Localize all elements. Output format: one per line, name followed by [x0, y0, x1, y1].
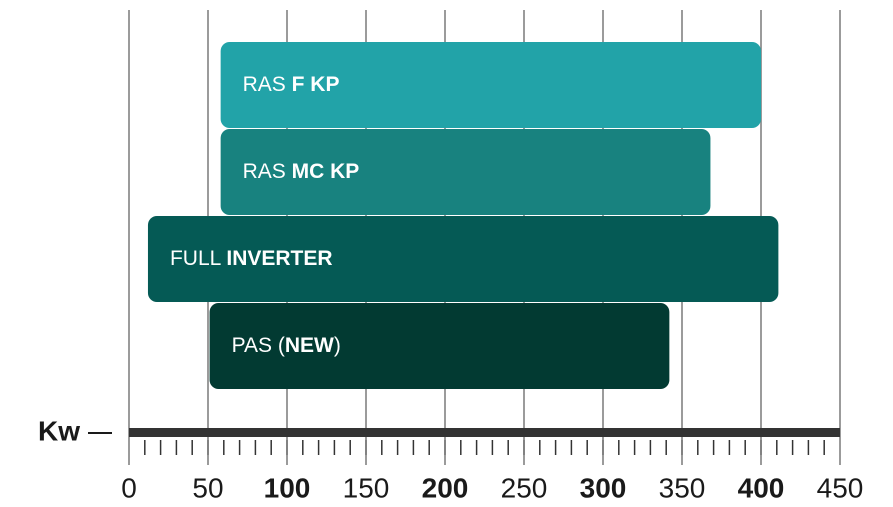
bar — [220, 42, 761, 128]
x-tick-label: 350 — [659, 472, 706, 503]
bar-label-part: INVERTER — [226, 247, 332, 270]
bar-label-part: NEW — [285, 334, 334, 357]
x-tick-label: 450 — [817, 472, 864, 503]
x-tick-label: 400 — [738, 472, 785, 503]
axis-bar — [129, 428, 840, 437]
x-tick-label: 200 — [422, 472, 469, 503]
x-tick-label: 50 — [192, 472, 223, 503]
bar — [209, 303, 670, 389]
x-tick-label: 250 — [501, 472, 548, 503]
x-tick-label: 150 — [343, 472, 390, 503]
bar-label: RAS F KP — [243, 73, 340, 96]
x-tick-label: 0 — [121, 472, 137, 503]
x-tick-label: 100 — [264, 472, 311, 503]
bar-label-part: MC KP — [292, 160, 360, 183]
bar-label-part: F KP — [292, 73, 340, 96]
bar-label: RAS MC KP — [243, 160, 360, 183]
bar-label: PAS (NEW) — [232, 334, 341, 357]
axis-label: Kw — [38, 415, 80, 446]
bar-label-part: RAS — [243, 73, 292, 96]
bar-label-part: FULL — [170, 247, 226, 270]
bar-label-part: PAS ( — [232, 334, 285, 357]
bar — [220, 129, 711, 215]
x-tick-label: 300 — [580, 472, 627, 503]
bar-label-part: RAS — [243, 160, 292, 183]
bar-label-part: ) — [334, 334, 341, 357]
bar-label: FULL INVERTER — [170, 247, 333, 270]
bar — [147, 216, 779, 302]
